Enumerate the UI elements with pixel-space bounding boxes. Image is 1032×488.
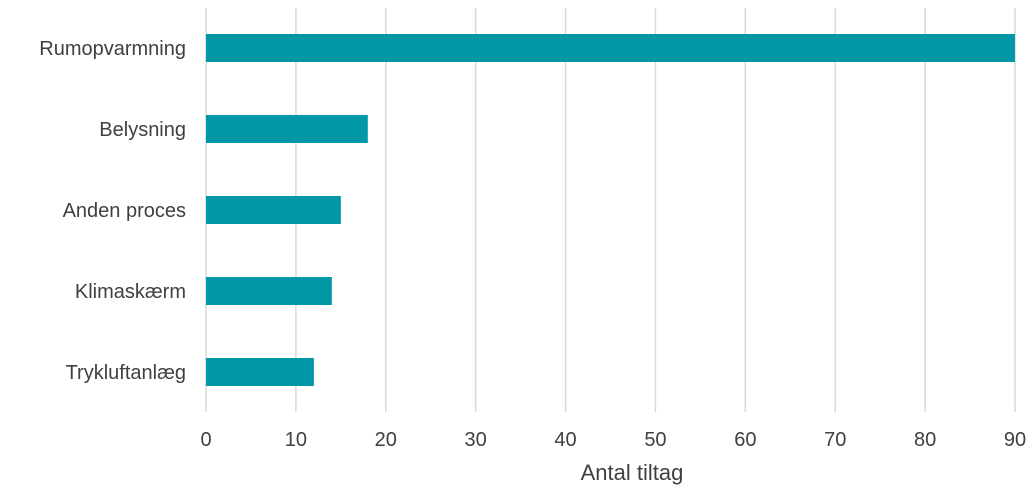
x-tick-label: 80 — [914, 429, 936, 451]
x-tick-label: 90 — [1004, 429, 1026, 451]
x-tick-label: 10 — [285, 429, 307, 451]
x-tick-label: 50 — [644, 429, 666, 451]
category-labels: Rumopvarmning Belysning Anden proces Klimas… — [39, 38, 186, 384]
bar — [206, 34, 1015, 62]
category-label: Klimaskærm — [75, 281, 186, 303]
x-tick-label: 70 — [824, 429, 846, 451]
bar — [206, 277, 332, 305]
category-label: Trykluftanlæg — [66, 362, 186, 384]
bar — [206, 358, 314, 386]
x-tick-label: 40 — [554, 429, 576, 451]
x-tick-label: 0 — [200, 429, 211, 451]
category-label: Belysning — [99, 119, 186, 141]
category-label: Rumopvarmning — [39, 38, 186, 60]
gridlines — [205, 8, 1016, 412]
x-tick-labels: 0 10 20 30 40 50 60 70 80 90 — [200, 429, 1026, 451]
bar — [206, 115, 368, 143]
bar — [206, 196, 341, 224]
x-axis-title: Antal tiltag — [581, 460, 684, 485]
x-tick-label: 20 — [375, 429, 397, 451]
bars — [206, 34, 1015, 386]
x-tick-label: 60 — [734, 429, 756, 451]
x-tick-label: 30 — [465, 429, 487, 451]
category-label: Anden proces — [63, 200, 186, 222]
